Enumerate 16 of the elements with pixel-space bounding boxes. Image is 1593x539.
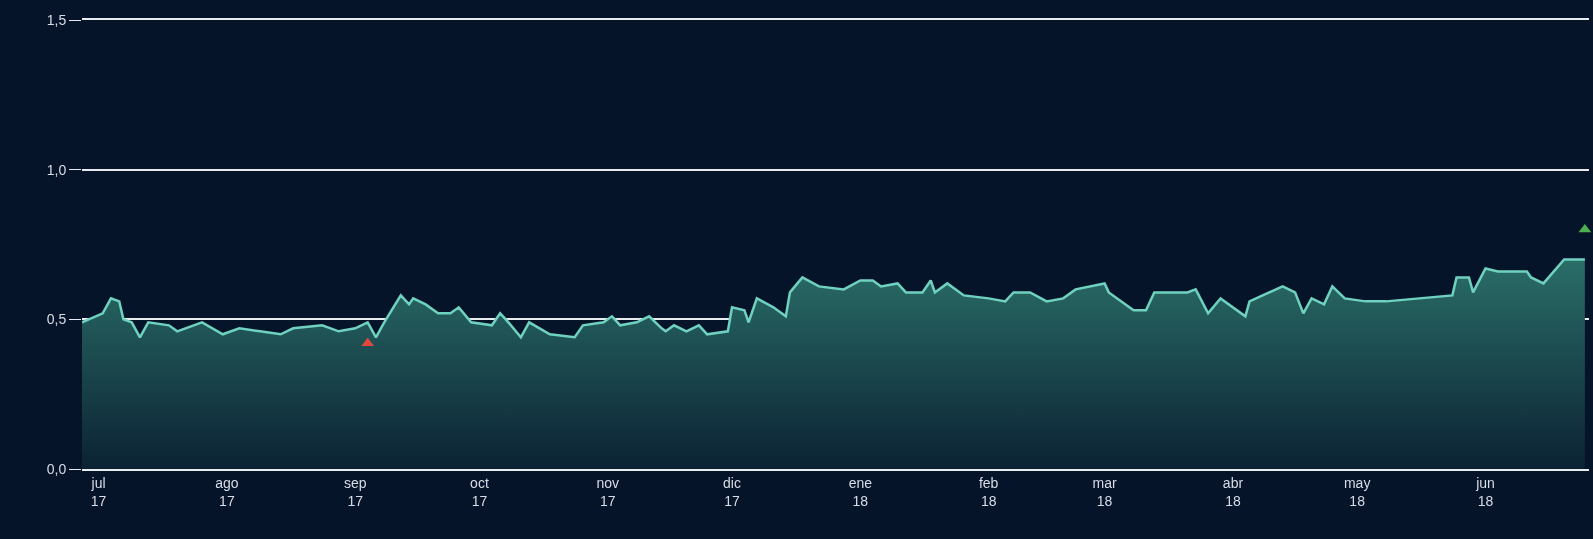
- x-tick-label: feb 18: [978, 474, 999, 509]
- x-tick-label: oct 17: [470, 474, 489, 509]
- x-tick-label: abr 18: [1222, 474, 1244, 509]
- x-tick-label: sep 17: [343, 474, 367, 509]
- y-tick-label: 1,5: [46, 11, 67, 28]
- x-tick-label: ago 17: [215, 474, 239, 509]
- x-tick-label: nov 17: [596, 474, 620, 509]
- x-tick-label: ene 18: [848, 474, 873, 509]
- x-tick-label: jun 18: [1475, 474, 1495, 509]
- y-tick-label: 0,5: [46, 311, 67, 328]
- x-tick-label: jul 17: [90, 474, 107, 509]
- x-tick-label: mar 18: [1092, 474, 1117, 509]
- y-tick-label: 0,0: [46, 460, 67, 477]
- x-tick-label: dic 17: [723, 474, 741, 509]
- x-tick-label: may 18: [1343, 474, 1371, 509]
- y-tick-label: 1,0: [46, 161, 67, 178]
